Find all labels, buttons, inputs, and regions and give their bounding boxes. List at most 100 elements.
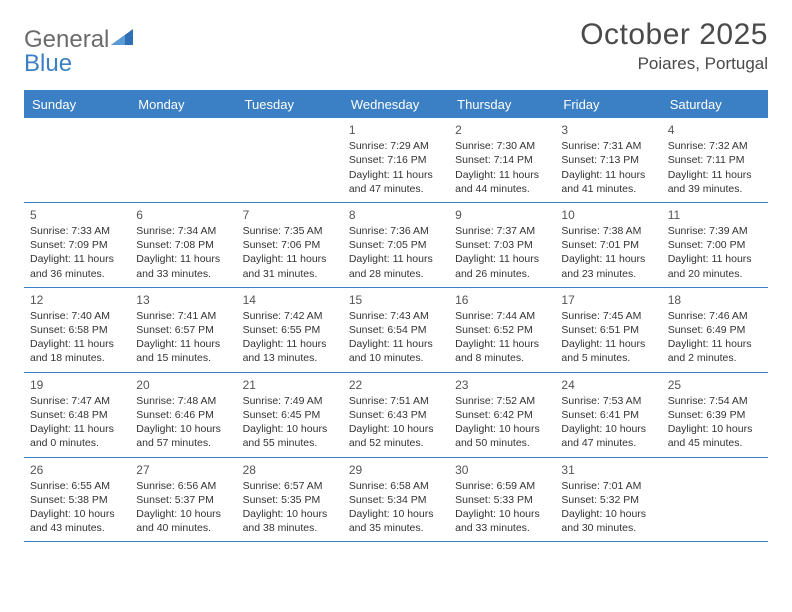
sunrise-line: Sunrise: 6:56 AM [136,479,230,493]
brand-logo: GeneralBlue [24,18,133,76]
calendar-day-cell: 21Sunrise: 7:49 AMSunset: 6:45 PMDayligh… [237,373,343,457]
daylight-line: Daylight: 11 hours and 36 minutes. [30,252,124,280]
page-subtitle: Poiares, Portugal [580,54,768,74]
day-number: 22 [349,377,443,393]
calendar-week-row: 26Sunrise: 6:55 AMSunset: 5:38 PM Dayligh… [24,458,768,543]
sunset-line: Sunset: 7:11 PM [668,153,762,167]
day-number: 10 [561,207,655,223]
daylight-line: Daylight: 11 hours and 0 minutes. [30,422,124,450]
sunset-line: Sunset: 7:00 PM [668,238,762,252]
weekday-header: Saturday [662,92,768,118]
calendar-day-cell: 19Sunrise: 7:47 AMSunset: 6:48 PMDayligh… [24,373,130,457]
calendar-day-cell: 11Sunrise: 7:39 AMSunset: 7:00 PMDayligh… [662,203,768,287]
day-number: 21 [243,377,337,393]
calendar-day-cell: 24Sunrise: 7:53 AMSunset: 6:41 PMDayligh… [555,373,661,457]
sunrise-line: Sunrise: 7:32 AM [668,139,762,153]
sunset-line: Sunset: 6:51 PM [561,323,655,337]
sunset-line: Sunset: 6:39 PM [668,408,762,422]
weekday-header: Sunday [24,92,130,118]
weekday-header: Monday [130,92,236,118]
sunset-line: Sunset: 5:37 PM [136,493,230,507]
calendar-day-cell: 9Sunrise: 7:37 AMSunset: 7:03 PMDaylight… [449,203,555,287]
calendar-day-cell: 18Sunrise: 7:46 AMSunset: 6:49 PMDayligh… [662,288,768,372]
sunrise-line: Sunrise: 6:58 AM [349,479,443,493]
daylight-line: Daylight: 11 hours and 44 minutes. [455,168,549,196]
calendar-day-cell: 29Sunrise: 6:58 AMSunset: 5:34 PMDayligh… [343,458,449,542]
sunrise-line: Sunrise: 6:59 AM [455,479,549,493]
header: GeneralBlue October 2025 Poiares, Portug… [24,18,768,76]
sunset-line: Sunset: 7:14 PM [455,153,549,167]
calendar-day-cell: 3Sunrise: 7:31 AMSunset: 7:13 PMDaylight… [555,118,661,202]
day-number: 6 [136,207,230,223]
day-number: 4 [668,122,762,138]
calendar-day-cell: 14Sunrise: 7:42 AMSunset: 6:55 PMDayligh… [237,288,343,372]
sunrise-line: Sunrise: 7:38 AM [561,224,655,238]
weekday-header-row: SundayMondayTuesdayWednesdayThursdayFrid… [24,92,768,118]
calendar-day-cell: 7Sunrise: 7:35 AMSunset: 7:06 PMDaylight… [237,203,343,287]
sunset-line: Sunset: 6:41 PM [561,408,655,422]
day-number: 18 [668,292,762,308]
day-number: 26 [30,462,124,478]
sunrise-line: Sunrise: 7:36 AM [349,224,443,238]
weekday-header: Tuesday [237,92,343,118]
day-number: 31 [561,462,655,478]
daylight-line: Daylight: 11 hours and 41 minutes. [561,168,655,196]
sunrise-line: Sunrise: 7:29 AM [349,139,443,153]
sunrise-line: Sunrise: 7:51 AM [349,394,443,408]
weeks-container: 1Sunrise: 7:29 AMSunset: 7:16 PMDaylight… [24,118,768,542]
daylight-line: Daylight: 10 hours and 45 minutes. [668,422,762,450]
daylight-line: Daylight: 11 hours and 5 minutes. [561,337,655,365]
daylight-line: Daylight: 10 hours and 57 minutes. [136,422,230,450]
day-number: 30 [455,462,549,478]
day-number: 1 [349,122,443,138]
calendar-day-cell: 6Sunrise: 7:34 AMSunset: 7:08 PMDaylight… [130,203,236,287]
calendar-day-cell: 30Sunrise: 6:59 AMSunset: 5:33 PMDayligh… [449,458,555,542]
sunset-line: Sunset: 6:58 PM [30,323,124,337]
daylight-line: Daylight: 11 hours and 23 minutes. [561,252,655,280]
calendar-day-cell: 13Sunrise: 7:41 AMSunset: 6:57 PMDayligh… [130,288,236,372]
sunrise-line: Sunrise: 7:01 AM [561,479,655,493]
sunrise-line: Sunrise: 7:42 AM [243,309,337,323]
day-number: 13 [136,292,230,308]
daylight-line: Daylight: 11 hours and 10 minutes. [349,337,443,365]
daylight-line: Daylight: 10 hours and 33 minutes. [455,507,549,535]
sunset-line: Sunset: 5:38 PM [30,493,124,507]
daylight-line: Daylight: 11 hours and 2 minutes. [668,337,762,365]
sunrise-line: Sunrise: 7:45 AM [561,309,655,323]
calendar-page: GeneralBlue October 2025 Poiares, Portug… [0,0,792,560]
sunset-line: Sunset: 6:42 PM [455,408,549,422]
calendar-empty-cell [24,118,130,202]
day-number: 19 [30,377,124,393]
sunrise-line: Sunrise: 7:31 AM [561,139,655,153]
sunrise-line: Sunrise: 7:54 AM [668,394,762,408]
daylight-line: Daylight: 11 hours and 47 minutes. [349,168,443,196]
sunrise-line: Sunrise: 7:34 AM [136,224,230,238]
sunset-line: Sunset: 7:01 PM [561,238,655,252]
sunrise-line: Sunrise: 7:47 AM [30,394,124,408]
sunset-line: Sunset: 6:57 PM [136,323,230,337]
day-number: 20 [136,377,230,393]
daylight-line: Daylight: 10 hours and 47 minutes. [561,422,655,450]
sunset-line: Sunset: 5:34 PM [349,493,443,507]
day-number: 23 [455,377,549,393]
sunset-line: Sunset: 6:43 PM [349,408,443,422]
daylight-line: Daylight: 11 hours and 18 minutes. [30,337,124,365]
day-number: 25 [668,377,762,393]
sunrise-line: Sunrise: 7:49 AM [243,394,337,408]
sunrise-line: Sunrise: 6:55 AM [30,479,124,493]
daylight-line: Daylight: 11 hours and 33 minutes. [136,252,230,280]
calendar-week-row: 12Sunrise: 7:40 AMSunset: 6:58 PMDayligh… [24,288,768,373]
sunset-line: Sunset: 6:49 PM [668,323,762,337]
sunset-line: Sunset: 7:09 PM [30,238,124,252]
calendar: SundayMondayTuesdayWednesdayThursdayFrid… [24,90,768,542]
calendar-day-cell: 16Sunrise: 7:44 AMSunset: 6:52 PMDayligh… [449,288,555,372]
sunset-line: Sunset: 5:32 PM [561,493,655,507]
sunrise-line: Sunrise: 7:40 AM [30,309,124,323]
daylight-line: Daylight: 10 hours and 38 minutes. [243,507,337,535]
daylight-line: Daylight: 10 hours and 55 minutes. [243,422,337,450]
day-number: 8 [349,207,443,223]
sunset-line: Sunset: 5:33 PM [455,493,549,507]
sunset-line: Sunset: 5:35 PM [243,493,337,507]
calendar-day-cell: 4Sunrise: 7:32 AMSunset: 7:11 PMDaylight… [662,118,768,202]
daylight-line: Daylight: 11 hours and 20 minutes. [668,252,762,280]
